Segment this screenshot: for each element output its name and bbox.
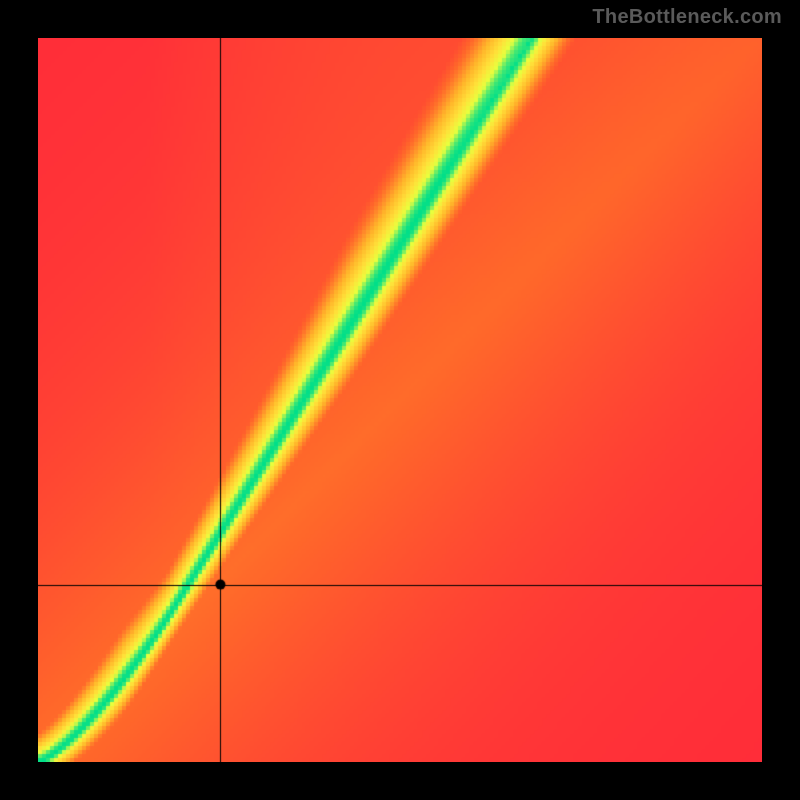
- attribution-label: TheBottleneck.com: [592, 6, 782, 29]
- bottleneck-heatmap: [38, 38, 762, 762]
- chart-frame: TheBottleneck.com: [0, 0, 800, 800]
